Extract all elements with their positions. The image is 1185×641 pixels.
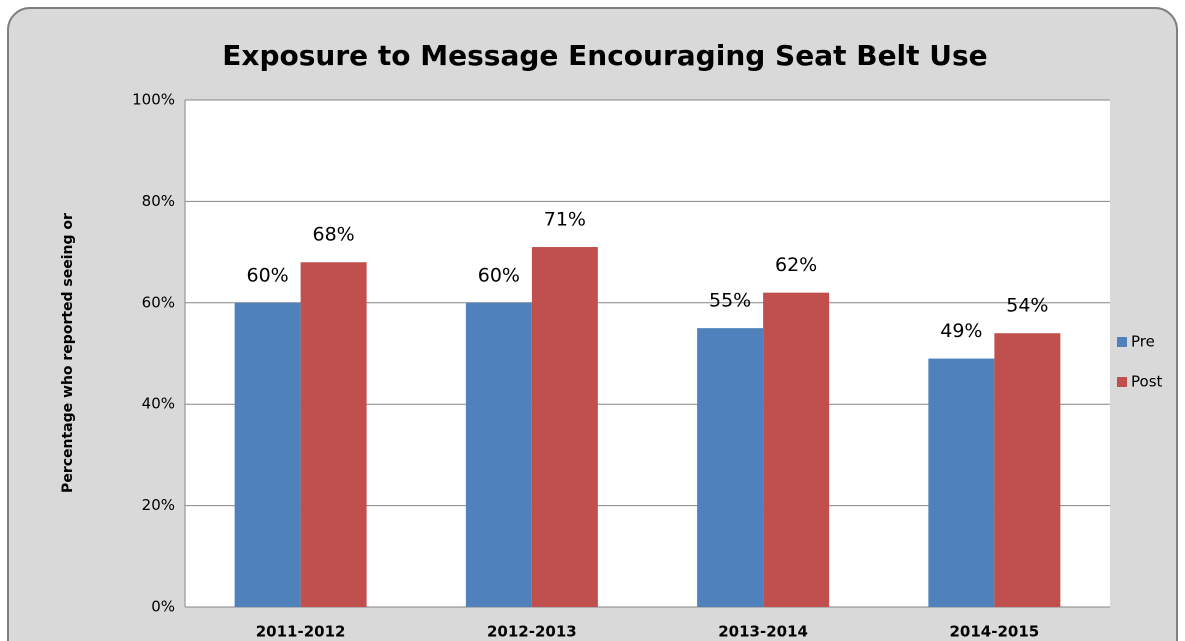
x-tick-label: 2011-2012 [256,623,346,641]
bar [697,328,764,607]
legend-label: Pre [1131,333,1155,351]
data-label: 62% [775,254,817,276]
bar [234,302,301,607]
data-label: 68% [313,224,355,246]
y-tick-label: 20% [142,496,175,514]
y-tick-label: 80% [142,192,175,210]
chart-title: Exposure to Message Encouraging Seat Bel… [222,39,987,72]
bar [465,302,532,607]
bar [763,292,830,607]
y-tick-label: 60% [142,293,175,311]
bar [300,262,367,607]
data-label: 60% [478,264,520,286]
data-label: 49% [940,320,982,342]
x-tick-label: 2013-2014 [718,623,808,641]
data-label: 71% [544,209,586,231]
y-tick-label: 40% [142,395,175,413]
bar [928,358,995,607]
data-label: 55% [709,290,751,312]
legend-swatch [1117,337,1127,347]
y-tick-label: 100% [132,91,175,109]
y-axis-label: Percentage who reported seeing or [60,213,76,493]
legend-swatch [1117,377,1127,387]
x-tick-label: 2012-2013 [487,623,577,641]
legend-label: Post [1131,373,1163,391]
bar [994,333,1061,607]
y-tick-label: 0% [151,598,175,616]
x-tick-label: 2014-2015 [950,623,1040,641]
data-label: 60% [247,264,289,286]
data-label: 54% [1006,295,1048,317]
bar [531,247,598,607]
